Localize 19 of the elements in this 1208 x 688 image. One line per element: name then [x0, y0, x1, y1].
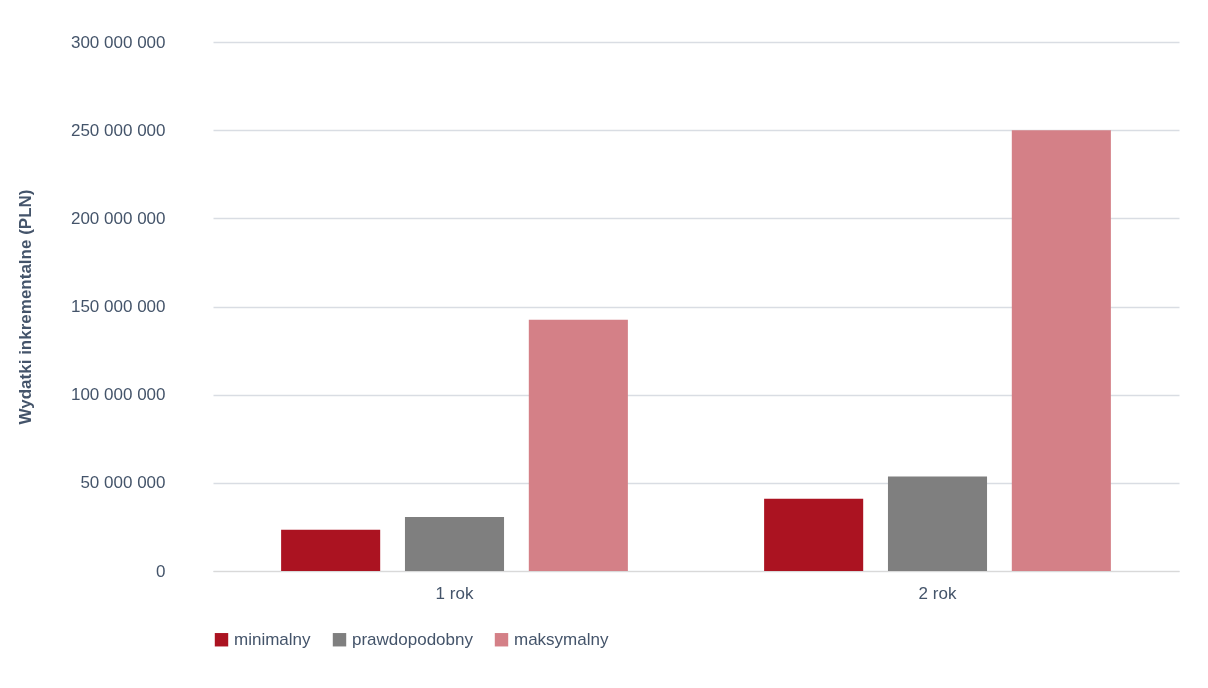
bar	[887, 476, 988, 571]
bar	[1011, 130, 1111, 571]
x-tick-label: 2 rok	[918, 583, 957, 603]
bar	[764, 498, 864, 571]
bar	[281, 529, 381, 571]
y-axis-title: Wydatki inkrementalne (PLN)	[15, 189, 35, 425]
legend-label: prawdopodobny	[352, 629, 474, 649]
y-tick-label: 150 000 000	[70, 297, 166, 316]
y-tick-label: 300 000 000	[70, 32, 166, 52]
legend-label: maksymalny	[514, 629, 609, 649]
bar	[528, 319, 628, 571]
y-tick-label: 100 000 000	[70, 385, 166, 405]
y-tick-label: 250 000 000	[70, 120, 166, 140]
x-tick-label: 1 rok	[435, 583, 474, 603]
legend-label: minimalny	[234, 629, 312, 649]
bar	[404, 517, 505, 571]
y-tick-label: 0	[156, 561, 166, 581]
y-tick-label: 200 000 000	[70, 208, 166, 228]
y-tick-label: 50 000 000	[80, 473, 166, 493]
